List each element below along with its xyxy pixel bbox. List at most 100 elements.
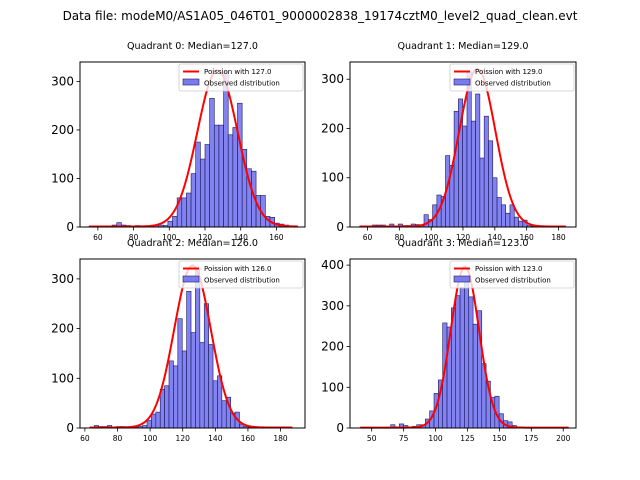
subplot-quadrant-0: Quadrant 0: Median=127.0 0 100 200 300 60 80 10… [51, 41, 306, 242]
histogram-bars [88, 71, 299, 228]
legend-label-observed: Observed distribution [204, 277, 280, 285]
histogram-bar [177, 318, 183, 429]
legend-box [449, 63, 575, 92]
histogram-bar [190, 332, 196, 429]
y-tick-label: 100 [321, 380, 344, 394]
legend-label-poisson: Poission with 123.0 [475, 265, 543, 273]
subplot-quadrant-1: Quadrant 1: Median=129.0 0 100 200 300 60 80 10… [321, 41, 577, 242]
histogram-bar [195, 141, 201, 228]
x-tick-label: 120 [198, 233, 213, 242]
histogram-bar [464, 279, 470, 429]
y-tick-label: 100 [51, 371, 74, 385]
histogram-bar [470, 120, 476, 228]
histogram-bars [89, 268, 293, 429]
histogram-bar [483, 115, 489, 228]
axes-frame [349, 258, 577, 429]
legend-label-observed: Observed distribution [475, 277, 551, 285]
x-tick-label: 160 [241, 434, 256, 443]
figure-suptitle: Data file: modeM0/AS1A05_046T01_90000028… [63, 9, 578, 23]
y-tick-label: 300 [51, 272, 74, 286]
y-tick-label: 200 [321, 121, 344, 135]
axes-frame [79, 258, 306, 429]
x-tick-label: 100 [424, 233, 439, 242]
x-tick-label: 125 [460, 434, 475, 443]
histogram-bar [203, 303, 209, 429]
y-tick-label: 0 [66, 421, 74, 435]
histogram-bar [492, 177, 498, 228]
x-tick-label: 50 [367, 434, 377, 443]
x-tick-label: 140 [234, 233, 249, 242]
x-tick-label: 150 [492, 434, 507, 443]
legend-label-poisson: Poission with 129.0 [475, 68, 543, 76]
x-tick-label: 80 [129, 233, 139, 242]
x-tick-label: 120 [456, 233, 471, 242]
histogram-bar [190, 173, 197, 228]
histogram-bar [173, 365, 179, 429]
x-tick-label: 140 [488, 233, 503, 242]
legend: Poission with 123.0 Observed distribution [449, 260, 575, 289]
x-tick-label: 75 [399, 434, 409, 443]
histogram-bar [221, 400, 227, 429]
y-tick-label: 0 [66, 220, 74, 234]
histogram-bar [223, 71, 229, 228]
histogram-bar [466, 71, 472, 228]
legend-label-poisson: Poission with 127.0 [204, 68, 272, 76]
histogram-bar [159, 388, 165, 429]
y-tick-label: 200 [51, 322, 74, 336]
x-tick-label: 160 [519, 233, 534, 242]
histogram-bar [475, 93, 481, 228]
subplot-title: Quadrant 1: Median=129.0 [397, 41, 528, 52]
histogram-bar [479, 157, 485, 228]
y-tick-label: 0 [336, 421, 344, 435]
x-tick-label: 60 [363, 233, 373, 242]
histogram-bar [151, 413, 157, 429]
subplot-quadrant-2: Quadrant 2: Median=126.0 0 100 200 300 60 80 10… [51, 238, 306, 443]
histogram-bar [496, 197, 502, 228]
x-tick-label: 100 [162, 233, 177, 242]
legend: Poission with 129.0 Observed distribution [449, 63, 575, 92]
legend-box [178, 260, 304, 289]
histogram-bar [212, 380, 218, 429]
legend-bar-swatch [453, 78, 471, 86]
legend-bar-swatch [182, 78, 200, 86]
legend: Poission with 126.0 Observed distribution [178, 260, 304, 289]
histogram-bar [509, 204, 515, 228]
histogram-bar [455, 295, 461, 429]
legend-box [449, 260, 575, 289]
y-tick-label: 400 [321, 258, 344, 272]
histogram-bar [468, 296, 474, 429]
histogram-bar [164, 385, 170, 429]
histogram-bar [209, 98, 215, 228]
x-tick-label: 175 [524, 434, 539, 443]
x-tick-label: 180 [551, 233, 566, 242]
histogram-bar [232, 127, 238, 228]
histogram-bar [462, 125, 468, 228]
x-tick-label: 160 [269, 233, 284, 242]
axes-frame [79, 61, 306, 228]
histogram-bar [204, 144, 210, 228]
subplot-title: Quadrant 0: Median=127.0 [127, 41, 258, 52]
histogram-bar [513, 216, 519, 228]
histogram-bar [186, 291, 192, 429]
histogram-bar [155, 411, 161, 429]
legend-label-observed: Observed distribution [475, 80, 551, 88]
x-tick-label: 140 [208, 434, 223, 443]
legend-label-poisson: Poission with 126.0 [204, 265, 272, 273]
x-tick-label: 60 [93, 233, 103, 242]
y-tick-label: 300 [321, 72, 344, 86]
histogram-bar [167, 220, 173, 228]
histogram-bar [505, 212, 511, 228]
x-tick-label: 180 [273, 434, 288, 443]
histogram-bar [213, 124, 220, 228]
histogram-bar [237, 102, 243, 228]
histogram-bar [181, 197, 187, 228]
x-tick-label: 60 [80, 434, 90, 443]
legend: Poission with 127.0 Observed distribution [178, 63, 304, 92]
y-tick-label: 100 [321, 171, 344, 185]
legend-bar-swatch [453, 275, 471, 283]
histogram-bar [488, 140, 494, 228]
y-tick-label: 300 [321, 299, 344, 313]
x-tick-label: 120 [176, 434, 191, 443]
histogram-bars [359, 71, 567, 228]
subplot-title: Quadrant 2: Median=126.0 [127, 238, 258, 249]
